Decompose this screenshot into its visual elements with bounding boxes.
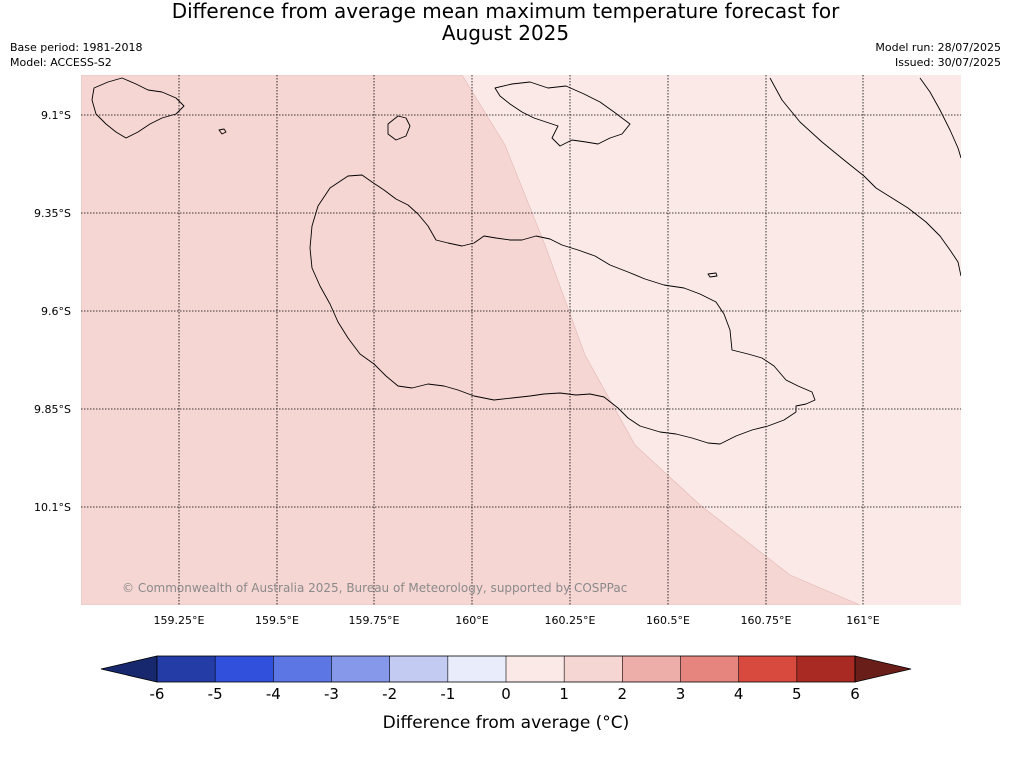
colorbar-tick-label: -4 — [266, 685, 281, 703]
colorbar-label: Difference from average (°C) — [383, 713, 630, 733]
colorbar-tick-label: 0 — [501, 685, 511, 703]
colorbar-segment — [564, 656, 623, 682]
lon-label: 159.5°E — [255, 614, 299, 627]
anomaly-region-1-2 — [81, 75, 861, 605]
base-period-text: Base period: 1981-2018 — [10, 41, 143, 54]
lon-label: 160.75°E — [741, 614, 792, 627]
colorbar-tick-label: -2 — [382, 685, 397, 703]
longitude-labels: 159.25°E 159.5°E 159.75°E 160°E 160.25°E… — [154, 614, 880, 627]
colorbar-segments — [157, 656, 856, 682]
lon-label: 160°E — [455, 614, 488, 627]
colorbar-frame — [156, 655, 856, 683]
colorbar-tick-label: -6 — [150, 685, 165, 703]
colorbar-segment — [622, 656, 681, 682]
lon-label: 160.25°E — [545, 614, 596, 627]
colorbar-high-extend — [854, 655, 912, 683]
colorbar-tick-label: 3 — [676, 685, 686, 703]
colorbar-ticks: -6 -5 -4 -3 -2 -1 0 1 2 3 4 5 6 — [150, 685, 860, 703]
colorbar-segment — [796, 656, 856, 682]
colorbar-segment — [273, 656, 332, 682]
gridlines — [81, 75, 961, 605]
title-line-1: Difference from average mean maximum tem… — [171, 0, 840, 23]
colorbar-tick-label: 2 — [618, 685, 628, 703]
copyright-text: © Commonwealth of Australia 2025, Bureau… — [122, 581, 627, 595]
colorbar-segment — [215, 656, 274, 682]
colorbar-tick-label: 1 — [559, 685, 569, 703]
colorbar-tick-label: -5 — [208, 685, 223, 703]
meta-right: Model run: 28/07/2025 Issued: 30/07/2025 — [875, 40, 1001, 70]
colorbar-segment — [506, 656, 565, 682]
lon-label: 159.25°E — [154, 614, 205, 627]
colorbar-tick-label: 6 — [850, 685, 860, 703]
colorbar-segment — [680, 656, 740, 682]
lat-label: 9.6°S — [41, 305, 71, 318]
meta-left: Base period: 1981-2018 Model: ACCESS-S2 — [10, 40, 142, 70]
issued-text: Issued: 30/07/2025 — [894, 56, 1001, 69]
lat-label: 9.35°S — [34, 207, 71, 220]
coastlines — [91, 77, 961, 445]
guadalcanal-coastline — [309, 174, 816, 445]
lat-label: 9.1°S — [41, 109, 71, 122]
map-title: Difference from average mean maximum tem… — [0, 0, 1011, 44]
map-panel: © Commonwealth of Australia 2025, Bureau… — [81, 75, 961, 605]
islet-coastline — [707, 272, 718, 278]
lon-label: 159.75°E — [349, 614, 400, 627]
lon-label: 161°E — [846, 614, 879, 627]
colorbar-segment — [447, 656, 507, 682]
colorbar-segment — [157, 656, 216, 682]
colorbar-tick-label: -1 — [440, 685, 455, 703]
lat-label: 10.1°S — [34, 501, 71, 514]
colorbar-tick-label: 5 — [792, 685, 802, 703]
malaita-east-coastline — [919, 77, 961, 159]
small-island-coastline — [218, 128, 227, 135]
colorbar-segment — [389, 656, 449, 682]
lat-label: 9.85°S — [34, 403, 71, 416]
model-text: Model: ACCESS-S2 — [10, 56, 112, 69]
colorbar-tick-label: -3 — [324, 685, 339, 703]
colorbar-segment — [738, 656, 798, 682]
latitude-labels: 9.1°S 9.35°S 9.6°S 9.85°S 10.1°S — [34, 109, 71, 514]
colorbar-segment — [331, 656, 391, 682]
colorbar: -6 -5 -4 -3 -2 -1 0 1 2 3 4 5 6 Difference from aver… — [100, 655, 912, 733]
russell-islands-coastline — [91, 77, 185, 139]
model-run-text: Model run: 28/07/2025 — [875, 41, 1001, 54]
savo-island-coastline — [387, 115, 411, 141]
lon-label: 160.5°E — [646, 614, 690, 627]
malaita-coastline — [769, 77, 961, 277]
title-line-2: August 2025 — [441, 21, 570, 45]
colorbar-low-extend — [100, 655, 158, 683]
colorbar-tick-label: 4 — [734, 685, 744, 703]
florida-islands-coastline — [494, 81, 631, 147]
